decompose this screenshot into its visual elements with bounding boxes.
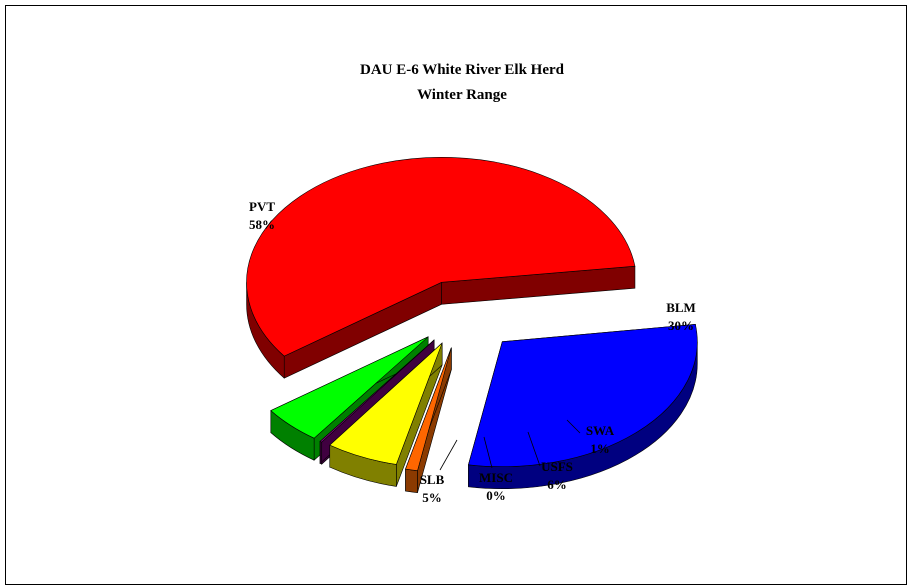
slice-percent-usfs: 6% xyxy=(547,477,567,492)
slice-name-swa: SWA xyxy=(586,423,615,438)
chart-title: DAU E-6 White River Elk Herd xyxy=(360,62,565,78)
slice-percent-misc: 0% xyxy=(486,488,506,503)
slice-name-blm: BLM xyxy=(666,300,696,315)
slice-percent-pvt: 58% xyxy=(249,217,275,232)
slice-name-pvt: PVT xyxy=(249,199,275,214)
pie-slice-usfs xyxy=(329,342,443,487)
leader-line-usfs xyxy=(527,431,541,467)
leader-line-misc xyxy=(483,436,493,469)
slice-name-slb: SLB xyxy=(420,472,445,487)
chart-subtitle: Winter Range xyxy=(417,87,507,103)
slice-name-misc: MISC xyxy=(479,470,513,485)
slice-percent-blm: 30% xyxy=(668,318,694,333)
slice-name-usfs: USFS xyxy=(541,459,573,474)
pie-slice-pvt xyxy=(246,157,636,379)
slice-percent-slb: 5% xyxy=(422,490,442,505)
pie-slice-swa xyxy=(405,347,452,494)
slice-percent-swa: 1% xyxy=(590,441,610,456)
pie-slice-blm xyxy=(468,323,698,490)
leader-line-slb xyxy=(439,439,458,471)
leader-line-swa xyxy=(566,419,581,434)
